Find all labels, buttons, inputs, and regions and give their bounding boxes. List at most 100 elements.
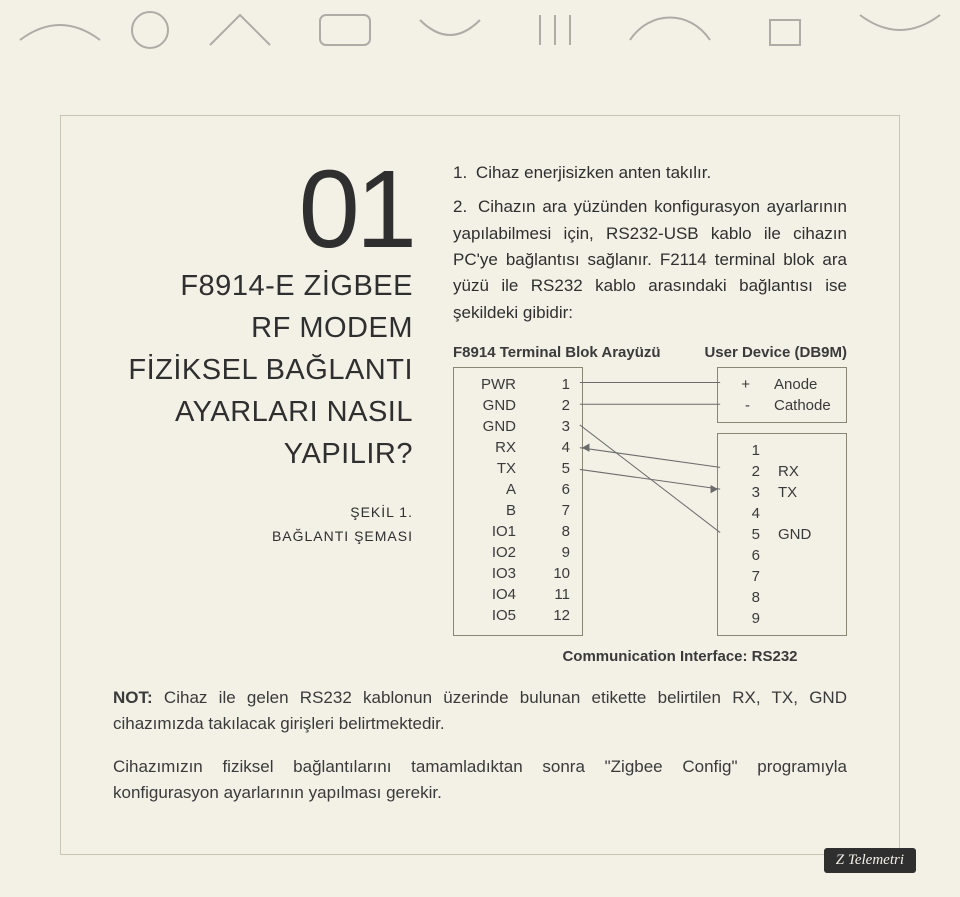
pin-label: GND [466,416,516,437]
db9-row: 7 [730,566,834,587]
terminal-row: IO1 8 [466,521,570,542]
db9-number: 4 [730,503,760,524]
db9-row: 1 [730,440,834,461]
note-text: Cihaz ile gelen RS232 kablonun üzerinde … [113,688,847,733]
terminal-row: PWR 1 [466,374,570,395]
brand-logo: Z Telemetri [824,848,916,873]
db9-number: 3 [730,482,760,503]
db9-row: 4 [730,503,834,524]
diagram-left-header: F8914 Terminal Blok Arayüzü [453,344,661,361]
right-column: 1. Cihaz enerjisizken anten takılır. 2. … [453,160,847,665]
left-column: 01 F8914-E ZİGBEE RF MODEM FİZİKSEL BAĞL… [113,160,413,665]
pin-label: B [466,500,516,521]
db9-number: 1 [730,440,760,461]
db9-signal [760,566,778,587]
communication-interface-label: Communication Interface: RS232 [453,648,847,665]
pin-number: 1 [540,374,570,395]
figure-caption: ŞEKİL 1. BAĞLANTI ŞEMASI [113,501,413,549]
db9-box: 12RX3TX45GND6789 [717,433,847,636]
terminal-row: RX 4 [466,437,570,458]
pin-number: 10 [540,563,570,584]
title-line: RF MODEM [251,312,413,344]
terminal-row: IO2 9 [466,542,570,563]
title-line: F8914-E ZİGBEE [180,270,413,302]
db9-row: 6 [730,545,834,566]
db9-row: 8 [730,587,834,608]
figure-caption-line: BAĞLANTI ŞEMASI [272,528,413,544]
db9-row: 9 [730,608,834,629]
pin-label: PWR [466,374,516,395]
pin-label: RX [466,437,516,458]
terminal-row: GND 2 [466,395,570,416]
db9-signal [760,545,778,566]
db9-row: 3TX [730,482,834,503]
db9-signal: RX [760,461,799,482]
pin-number: 6 [540,479,570,500]
note-paragraph: NOT: Cihaz ile gelen RS232 kablonun üzer… [113,685,847,738]
polarity-label: Anode [764,374,834,395]
db9-signal: GND [760,524,811,545]
pin-label: IO4 [466,584,516,605]
db9-signal [760,503,778,524]
list-number: 1. [453,163,467,182]
db9-number: 5 [730,524,760,545]
pin-label: IO2 [466,542,516,563]
terminal-row: A6 [466,479,570,500]
anode-cathode-box: + Anode-Cathode [717,367,847,423]
pin-label: GND [466,395,516,416]
db9-number: 6 [730,545,760,566]
db9-signal [760,587,778,608]
db9-number: 2 [730,461,760,482]
db9-number: 7 [730,566,760,587]
polarity-label: Cathode [764,395,834,416]
footer-paragraph: Cihazımızın fiziksel bağlantılarını tama… [113,754,847,807]
pin-number: 4 [540,437,570,458]
db9-row: 5GND [730,524,834,545]
pin-number: 11 [540,584,570,605]
polarity-sign: - [730,395,750,416]
pin-number: 12 [540,605,570,626]
pin-label: IO5 [466,605,516,626]
step-number: 01 [113,160,413,259]
note-lead: NOT: [113,688,153,707]
db9-row: 2RX [730,461,834,482]
pin-label: IO3 [466,563,516,584]
list-number: 2. [453,197,467,216]
pin-number: 7 [540,500,570,521]
anode-row: -Cathode [730,395,834,416]
terminal-row: GND 3 [466,416,570,437]
anode-row: + Anode [730,374,834,395]
intro-item-1: 1. Cihaz enerjisizken anten takılır. [453,160,847,186]
title-line: AYARLARI NASIL [175,396,413,428]
page-card: 01 F8914-E ZİGBEE RF MODEM FİZİKSEL BAĞL… [60,115,900,855]
db9-signal [760,608,778,629]
polarity-sign: + [730,374,750,395]
top-decoration [0,0,960,60]
pin-number: 8 [540,521,570,542]
terminal-row: IO5 12 [466,605,570,626]
pin-number: 3 [540,416,570,437]
page-title: F8914-E ZİGBEE RF MODEM FİZİKSEL BAĞLANT… [113,265,413,475]
intro-item-2: 2. Cihazın ara yüzünden konfigurasyon ay… [453,194,847,326]
db9-number: 9 [730,608,760,629]
pin-number: 2 [540,395,570,416]
terminal-block-box: PWR1GND2GND3RX4TX5A6B7IO18IO29IO310IO411… [453,367,583,636]
pin-label: A [466,479,516,500]
terminal-row: IO3 10 [466,563,570,584]
list-text: Cihaz enerjisizken anten takılır. [476,163,711,182]
diagram-right-header: User Device (DB9M) [704,344,847,361]
db9-signal [760,440,778,461]
pin-label: IO1 [466,521,516,542]
pin-label: TX [466,458,516,479]
db9-number: 8 [730,587,760,608]
terminal-row: B7 [466,500,570,521]
terminal-row: IO4 11 [466,584,570,605]
wiring-diagram: F8914 Terminal Blok Arayüzü User Device … [453,344,847,665]
list-text: Cihazın ara yüzünden konfigurasyon ayarl… [453,197,847,321]
terminal-row: TX 5 [466,458,570,479]
pin-number: 5 [540,458,570,479]
title-line: FİZİKSEL BAĞLANTI [128,354,413,386]
title-line: YAPILIR? [284,438,413,470]
pin-number: 9 [540,542,570,563]
figure-caption-line: ŞEKİL 1. [350,504,413,520]
